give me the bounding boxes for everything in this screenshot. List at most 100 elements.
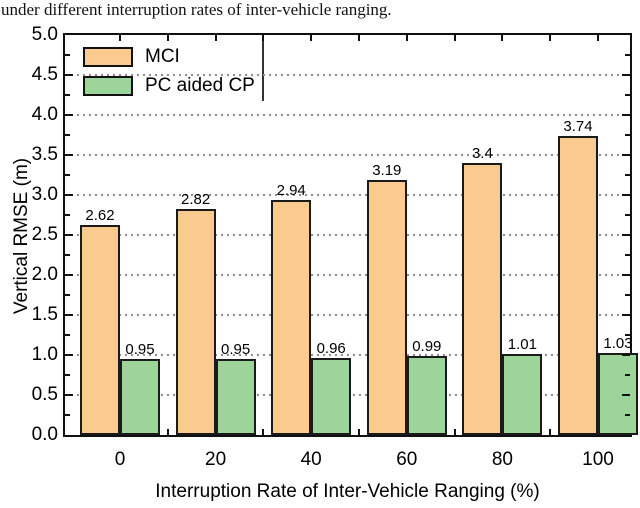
bar-mci-80 [462,163,503,435]
y-tick-label: 0.0 [31,424,58,445]
x-axis-tick-top [214,35,217,41]
y-axis-tick-right [622,114,630,116]
gridline [65,154,630,156]
x-axis-title: Interruption Rate of Inter-Vehicle Rangi… [155,481,540,502]
x-axis-tick-top [119,35,121,41]
bar-value-label: 0.95 [125,341,155,358]
y-axis-tick-right [625,94,630,96]
plot-area: MCI PC aided CP 2.62 2.82 2.94 3.19 3.4 3.74 0… [63,33,638,437]
y-axis-tick [65,374,70,376]
y-tick-label: 4.5 [31,64,58,85]
x-axis-tick-bottom [166,429,169,435]
y-axis-tick [65,314,73,316]
y-axis-tick [65,74,73,76]
y-tick-label: 0.5 [31,384,58,405]
y-axis-tick [65,134,70,136]
bar-pc-cp-100 [598,353,638,435]
x-tick-label: 60 [396,449,418,470]
bar-pc-cp-40 [311,358,352,435]
y-axis-tick-right [625,374,630,376]
x-axis-tick-top [166,35,169,41]
bar-mci-60 [366,180,407,435]
x-axis-tick-top [549,35,552,41]
y-axis-tick [65,414,70,416]
y-axis-tick-right [622,274,630,276]
y-axis-tick-right [622,354,630,356]
x-axis-tick-bottom [262,429,265,435]
y-axis-tick-right [622,394,630,396]
bar-value-label: 2.62 [85,207,115,224]
bar-pc-cp-80 [502,354,543,435]
y-axis-tick-right [625,414,630,416]
y-axis-tick [65,294,70,296]
y-axis-tick-right [625,294,630,296]
x-axis-tick-top [597,35,599,41]
bar-value-label: 0.95 [220,341,251,358]
bar-value-label: 3.74 [563,118,593,135]
y-axis-tick [65,214,70,216]
x-axis-tick-top [501,35,504,41]
y-axis-tick-right [625,334,630,336]
x-axis-tick-top [405,35,408,41]
bar-mci-100 [558,136,598,435]
y-tick-label: 2.0 [31,264,58,285]
x-tick-label: 100 [582,449,614,470]
y-axis-tick-right [625,134,630,136]
bar-value-label: 2.94 [276,182,306,199]
legend-divider-line [262,40,264,101]
legend-label-pc-cp: PC aided CP [145,75,255,96]
pc-cp-swatch [83,76,133,96]
gridline [65,74,630,76]
y-tick-label: 5.0 [31,24,58,45]
y-tick-label: 2.5 [31,224,58,245]
y-axis-tick [65,354,73,356]
bar-value-label: 0.96 [316,340,346,357]
y-axis-tick-right [622,194,630,196]
mci-swatch [83,47,133,67]
bar-pc-cp-0 [120,359,160,435]
y-axis-tick-right [622,154,630,156]
bar-value-label: 0.99 [412,338,442,355]
x-axis-tick-bottom [358,429,360,435]
y-axis-tick [65,234,73,236]
y-axis-tick [65,114,73,116]
x-axis-tick-top [262,35,265,41]
y-axis-tick [65,174,70,176]
bar-pc-cp-60 [406,356,447,435]
y-tick-label: 1.5 [31,304,58,325]
x-axis-tick-top [453,35,456,41]
x-tick-label: 20 [205,449,227,470]
figure-caption: under different interruption rates of in… [1,0,392,19]
bar-mci-0 [80,225,120,435]
legend-label-mci: MCI [145,46,180,67]
bar-mci-20 [175,209,216,435]
gridline [65,194,630,196]
y-axis-tick-right [625,54,630,56]
bar-pc-cp-20 [215,359,256,435]
y-axis-tick [65,394,73,396]
bar-value-label: 3.19 [372,162,402,179]
bar-value-label: 1.01 [507,336,537,353]
y-axis-tick [65,54,70,56]
x-tick-label: 0 [114,449,126,470]
y-axis-tick [65,154,73,156]
y-axis-tick-right [622,314,630,316]
gridline [65,354,630,356]
bar-value-label: 2.82 [180,191,211,208]
gridline [65,314,630,316]
y-axis-tick [65,254,70,256]
y-axis-tick-right [625,214,630,216]
y-tick-label: 3.0 [31,184,58,205]
y-axis-tick-right [625,174,630,176]
gridline [65,234,630,236]
y-axis-tick [65,334,70,336]
x-axis-tick-top [358,35,360,41]
y-axis-tick [65,194,73,196]
x-axis-tick-bottom [453,429,456,435]
y-tick-label: 3.5 [31,144,58,165]
legend: MCI PC aided CP [83,45,255,103]
y-axis-tick-right [625,254,630,256]
y-axis-tick [65,274,73,276]
y-tick-label: 1.0 [31,344,58,365]
